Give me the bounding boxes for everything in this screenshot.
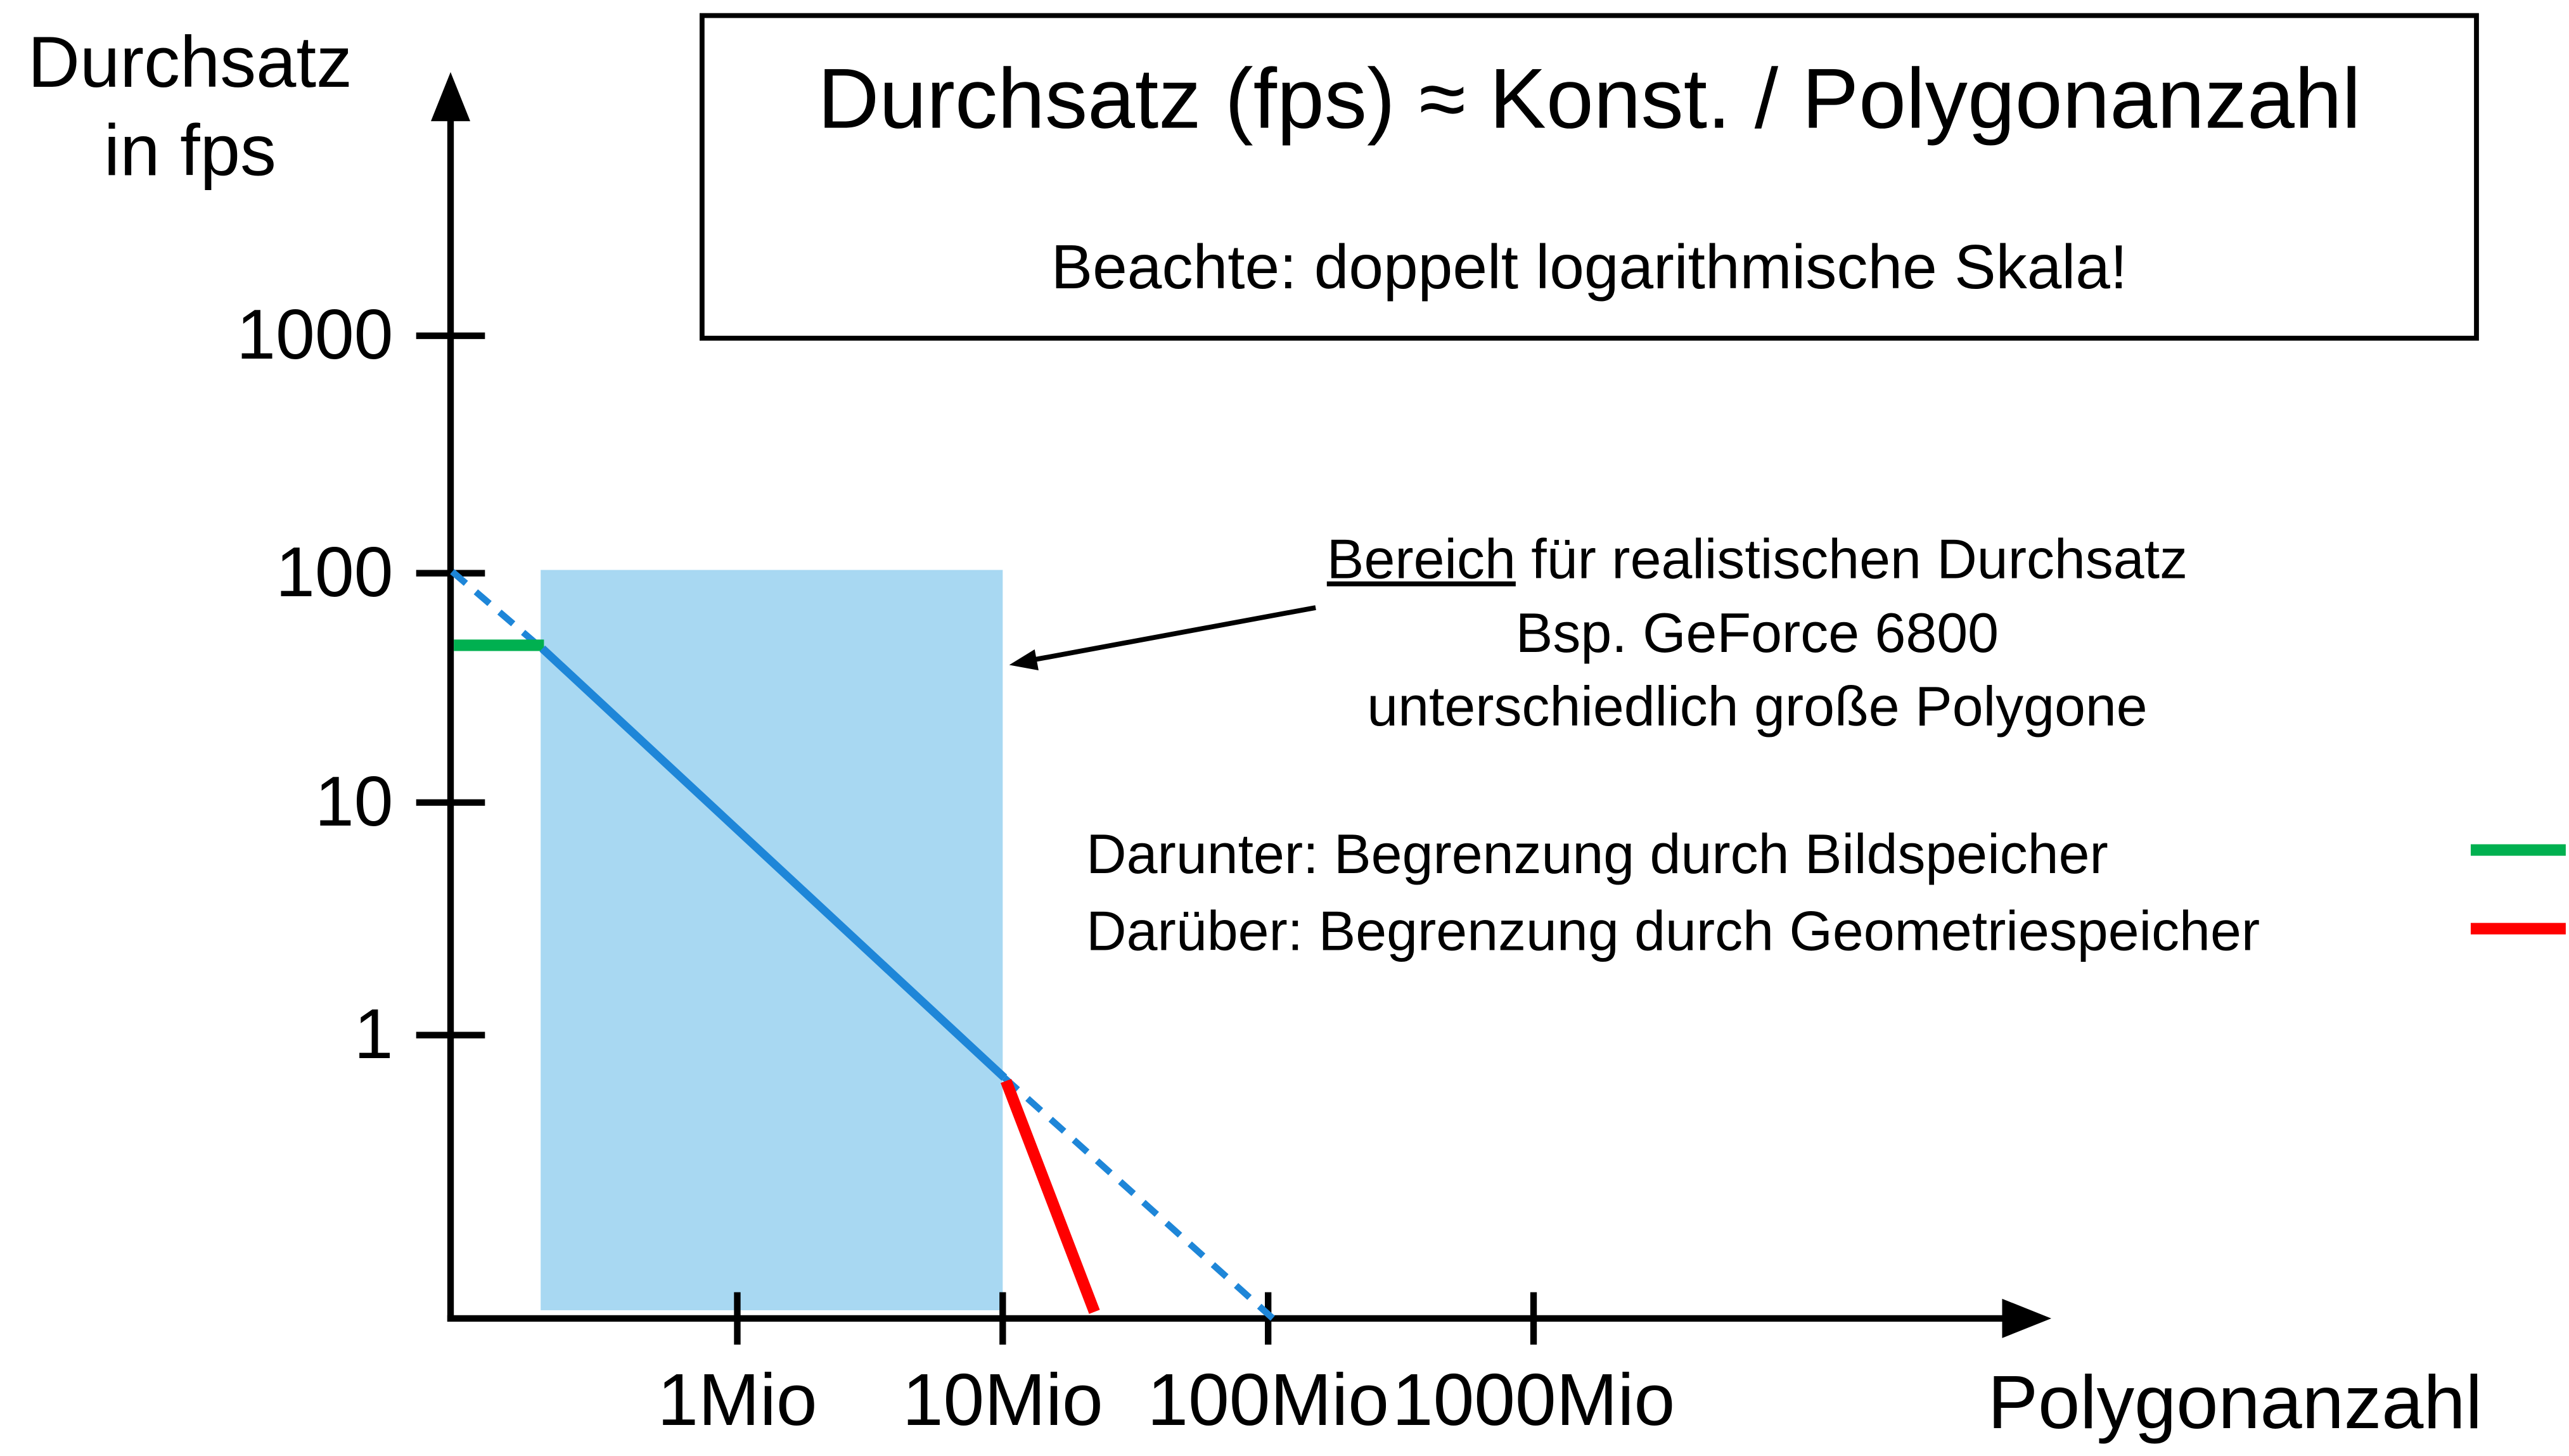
annotation-text: Bereich für realistischen Durchsatz Bsp.…: [1270, 524, 2245, 745]
legend-geometry-label: Darüber: Begrenzung durch Geometriespeic…: [1086, 900, 2260, 963]
x-tick-label-100mio: 100Mio: [1147, 1357, 1389, 1441]
scale-note: Beachte: doppelt logarithmische Skala!: [1051, 234, 2128, 303]
x-tick-label-10mio: 10Mio: [902, 1357, 1103, 1441]
x-axis-title: Polygonanzahl: [1987, 1359, 2483, 1445]
y-tick-label-10: 10: [314, 763, 394, 842]
legend-framebuffer-label: Darunter: Begrenzung durch Bildspeicher: [1086, 824, 2108, 886]
y-axis-arrow-icon: [430, 72, 471, 122]
annotation-line1-rest: für realistischen Durchsatz: [1515, 528, 2188, 592]
ideal-throughput-dashed-lower-line: [1002, 1075, 1277, 1323]
realistic-range-region: [541, 570, 1003, 1310]
formula-box: Durchsatz (fps) ≈ Konst. / Polygonanzahl…: [700, 13, 2479, 341]
annotation-line1: Bereich für realistischen Durchsatz: [1270, 524, 2245, 597]
y-tick-label-100: 100: [276, 533, 394, 613]
x-tick-label-1mio: 1Mio: [657, 1357, 817, 1441]
y-axis-title: Durchsatz in fps: [0, 20, 380, 196]
ideal-throughput-dashed-upper-line: [450, 569, 546, 653]
y-tick-label-1: 1: [354, 995, 394, 1075]
formula-title: Durchsatz (fps) ≈ Konst. / Polygonanzahl: [817, 52, 2361, 148]
annotation-arrowhead-icon: [1009, 649, 1039, 671]
y-axis-title-line1: Durchsatz: [27, 23, 352, 103]
annotation-line2: Bsp. GeForce 6800: [1515, 603, 1999, 665]
annotation-arrow-line: [1032, 605, 1316, 663]
x-axis-arrow-icon: [2002, 1298, 2052, 1338]
y-tick-label-1000: 1000: [236, 296, 394, 375]
geometry-limit-line: [1001, 1078, 1100, 1314]
x-tick-label-1000mio: 1000Mio: [1392, 1357, 1675, 1441]
realistic-throughput-line: [539, 645, 1008, 1081]
annotation-line3: unterschiedlich große Polygone: [1367, 676, 2148, 739]
annotation-underlined-word: Bereich: [1326, 528, 1516, 592]
y-axis-title-line2: in fps: [103, 111, 276, 192]
